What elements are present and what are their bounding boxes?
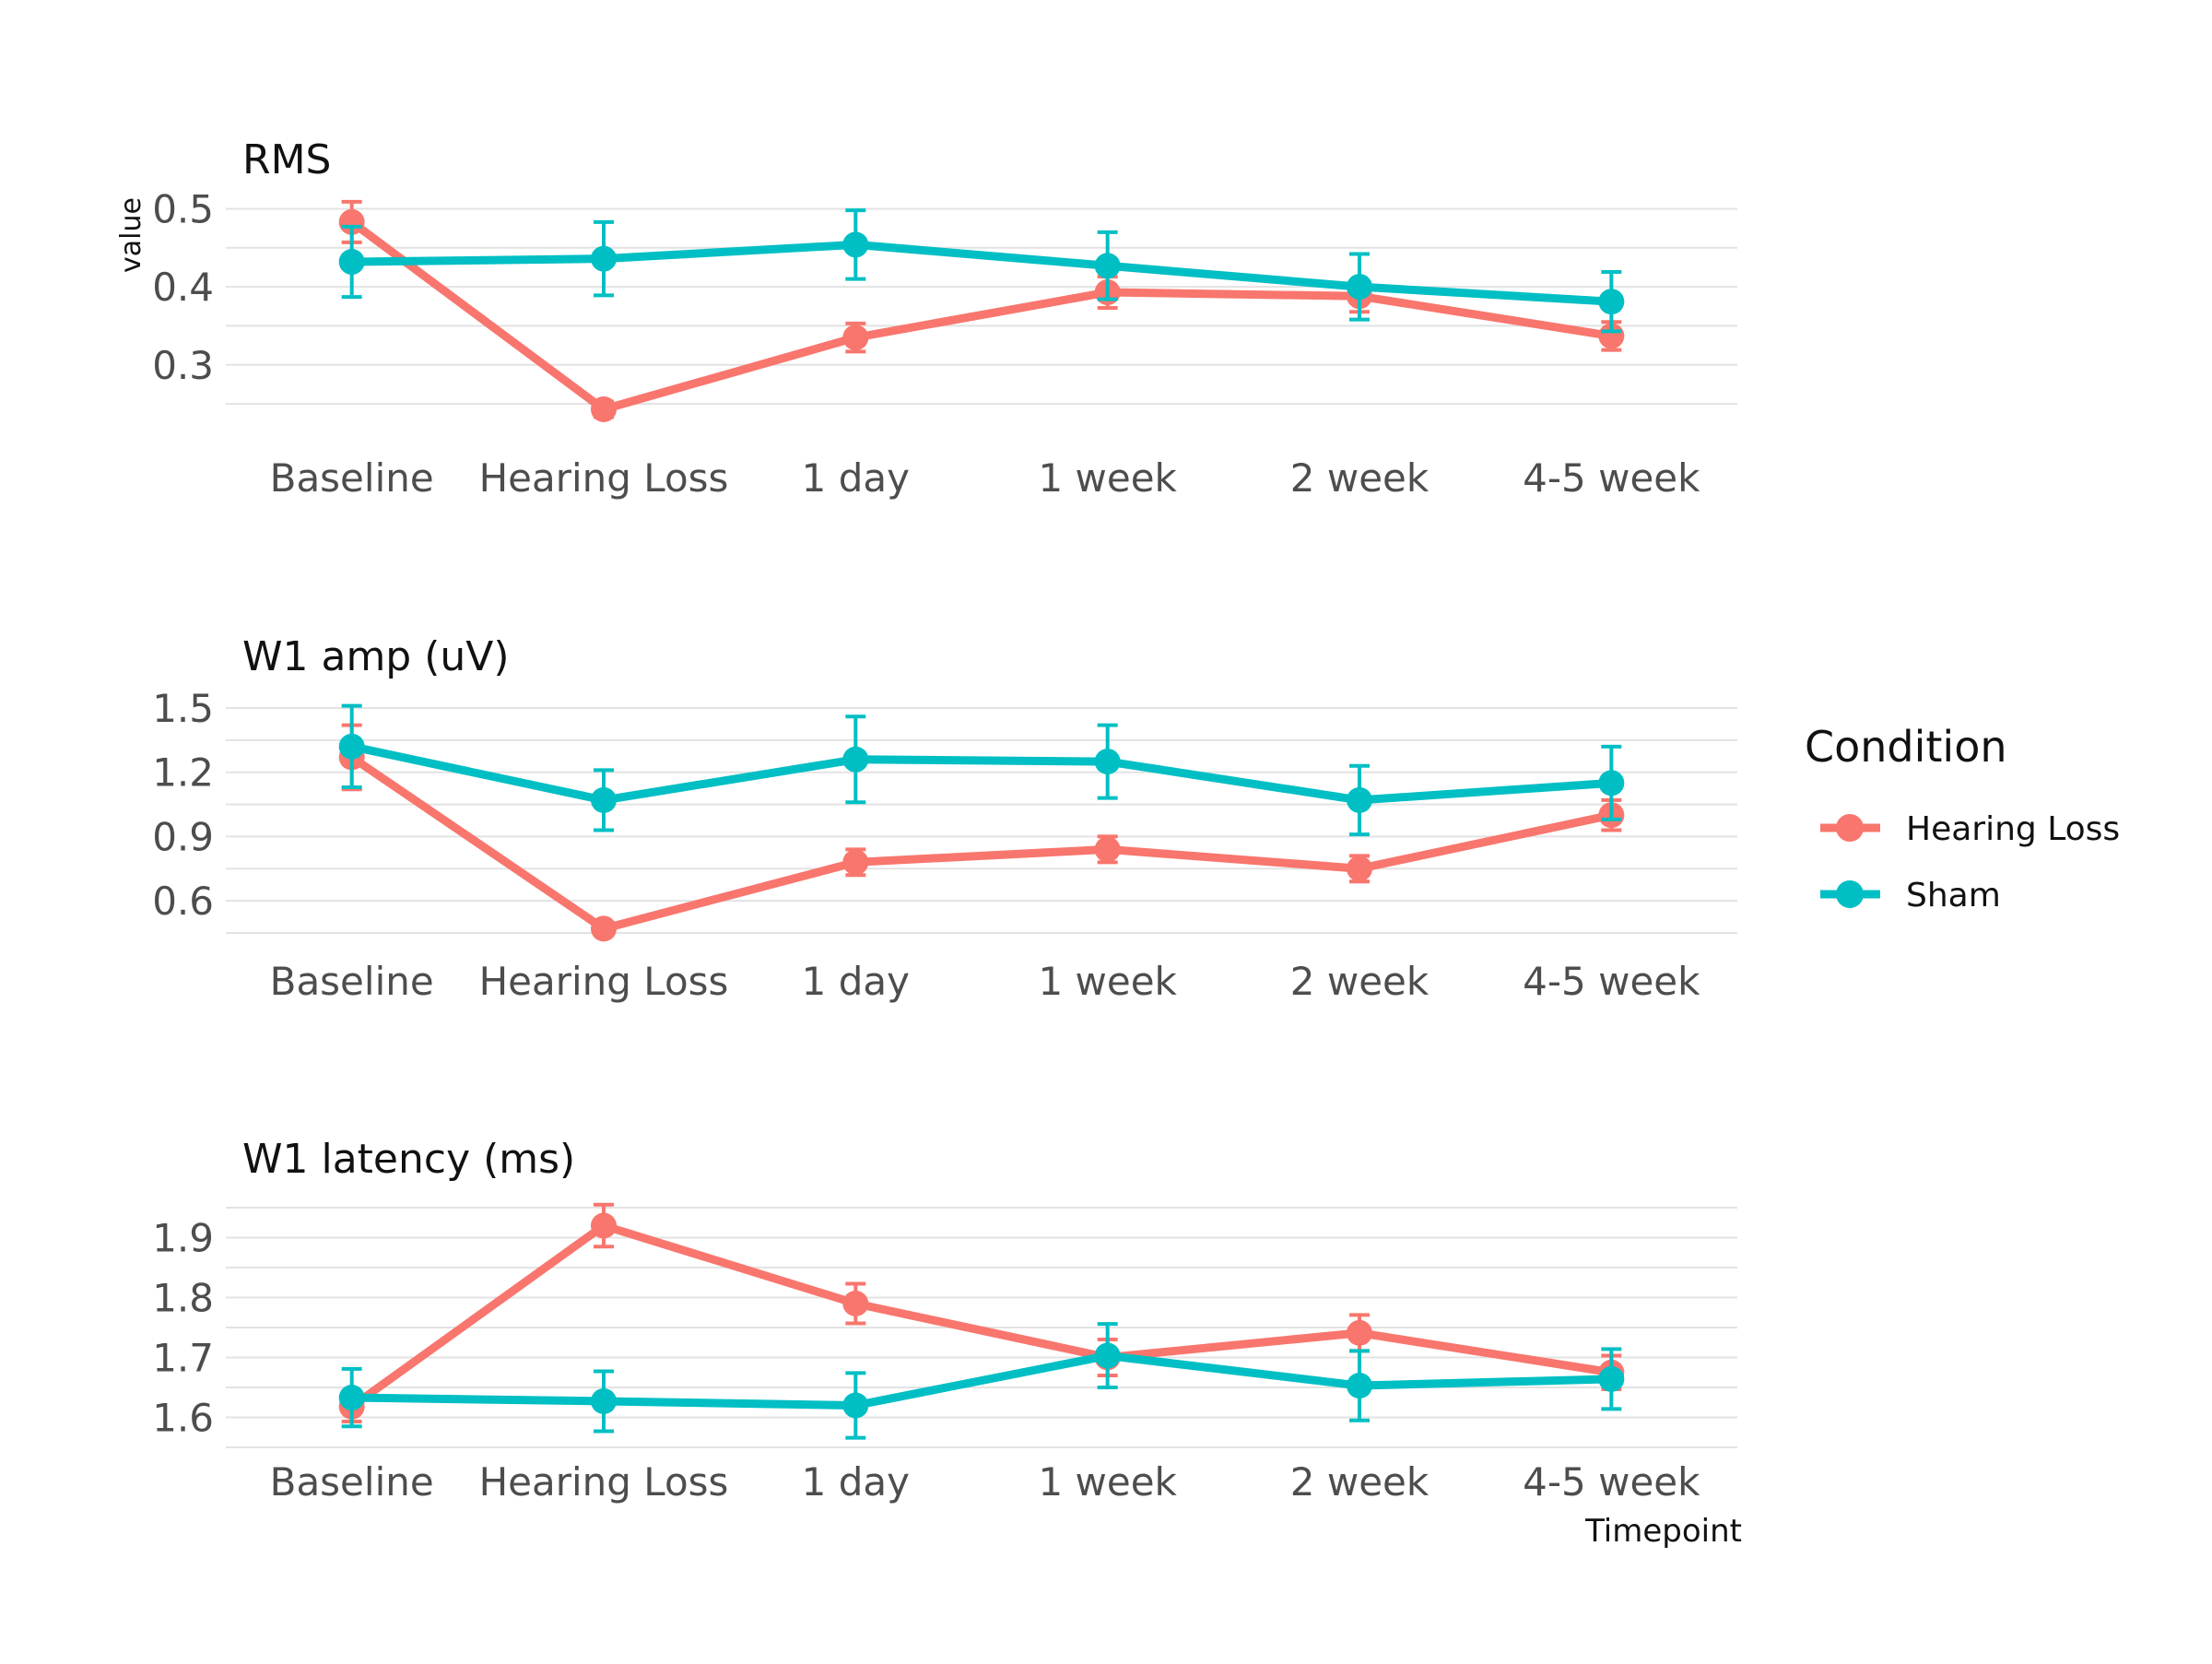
x-tick-label: Hearing Loss	[479, 959, 729, 1004]
x-tick-label: Hearing Loss	[479, 455, 729, 501]
panel-title: W1 amp (uV)	[242, 633, 510, 680]
x-tick-label: 4-5 week	[1523, 455, 1700, 501]
y-tick-label: 1.5	[152, 686, 214, 731]
panel-rms: 0.3 0.4 0.5 RMS Baseline Hearing Loss 1 day 1 w…	[152, 136, 1737, 501]
x-tick-label: 1 day	[802, 959, 910, 1004]
data-point	[338, 249, 365, 276]
y-tick-label: 1.8	[152, 1276, 214, 1321]
data-point	[1094, 749, 1121, 775]
series-sham	[338, 703, 1625, 837]
series-sham	[338, 208, 1625, 334]
x-tick-label: Baseline	[270, 455, 434, 501]
legend-entries: Hearing Loss Sham	[1820, 810, 2120, 915]
data-point	[1347, 274, 1372, 301]
panel-w1-amp-uv: 0.6 0.9 1.2 1.5 W1 amp (uV) Baseline Hearing L…	[152, 633, 1737, 1004]
data-point	[338, 733, 365, 760]
y-tick-label: 1.2	[152, 750, 214, 796]
series-line	[348, 218, 1613, 414]
legend-label: Hearing Loss	[1906, 810, 2120, 848]
legend: Condition Hearing Loss Sham	[1805, 722, 2120, 915]
data-point	[1347, 786, 1372, 813]
x-tick-label: 2 week	[1290, 959, 1430, 1004]
data-point	[1598, 770, 1625, 797]
y-tick-label: 0.9	[152, 814, 214, 859]
y-tick-label: 0.6	[152, 879, 214, 924]
x-tick-label: 4-5 week	[1523, 959, 1700, 1004]
y-tick-label: 1.9	[152, 1216, 214, 1261]
x-tick-label: Baseline	[270, 959, 434, 1004]
x-tick-label: 1 week	[1038, 455, 1177, 501]
series-line	[349, 1221, 1613, 1410]
legend-marker	[1836, 880, 1864, 908]
x-tick-label: 2 week	[1290, 1459, 1430, 1505]
legend-label: Sham	[1906, 877, 2001, 915]
data-point	[842, 849, 869, 876]
data-point	[842, 1291, 869, 1316]
y-tick-label: 1.7	[152, 1336, 214, 1381]
data-point	[1347, 856, 1372, 882]
data-point	[1598, 289, 1625, 315]
series-line	[349, 753, 1613, 933]
data-point	[1094, 253, 1121, 279]
series-hearing-loss	[338, 199, 1625, 422]
legend-entry-sham: Sham	[1820, 877, 2001, 915]
data-point	[842, 1392, 869, 1419]
data-point	[1598, 1365, 1625, 1392]
data-point	[338, 1385, 365, 1411]
series-line	[351, 1351, 1612, 1410]
x-tick-label: 1 week	[1038, 959, 1177, 1004]
data-point	[591, 1212, 617, 1239]
y-tick-label: 1.6	[152, 1396, 214, 1441]
data-point	[591, 245, 617, 272]
x-axis-title: Timepoint	[1584, 1513, 1742, 1550]
y-tick-label: 0.5	[152, 186, 214, 231]
panel-title: W1 latency (ms)	[242, 1136, 575, 1183]
data-point	[842, 325, 869, 351]
data-point	[1347, 1373, 1372, 1399]
x-tick-label: Baseline	[270, 1459, 434, 1505]
y-tick-label: 0.3	[152, 343, 214, 388]
y-axis-title: value	[115, 197, 147, 273]
legend-entry-hearing-loss: Hearing Loss	[1820, 810, 2120, 848]
series-line	[351, 240, 1612, 306]
x-tick-label: 1 week	[1038, 1459, 1177, 1505]
panel-w1-latency-ms: 1.6 1.7 1.8 1.9 W1 latency (ms) Baseline Heari…	[152, 1136, 1737, 1505]
x-tick-label: 4-5 week	[1523, 1459, 1700, 1505]
data-point	[842, 746, 869, 773]
panels-group: 0.3 0.4 0.5 RMS Baseline Hearing Loss 1 day 1 w…	[152, 136, 1737, 1505]
data-point	[842, 231, 869, 258]
y-tick-label: 0.4	[152, 265, 214, 310]
data-point	[591, 915, 617, 942]
series-sham	[338, 1322, 1625, 1440]
data-point	[591, 1387, 617, 1414]
data-point	[591, 395, 617, 422]
x-tick-label: 1 day	[802, 455, 910, 501]
data-point	[1347, 1319, 1372, 1346]
x-tick-label: Hearing Loss	[479, 1459, 729, 1505]
legend-marker	[1836, 814, 1864, 842]
x-tick-label: 1 day	[802, 1459, 910, 1505]
data-point	[1094, 1342, 1121, 1369]
data-point	[591, 786, 617, 813]
legend-title: Condition	[1805, 722, 2007, 772]
x-tick-label: 2 week	[1290, 455, 1430, 501]
panel-title: RMS	[242, 136, 331, 183]
series-line	[350, 742, 1612, 805]
data-point	[1094, 836, 1121, 863]
